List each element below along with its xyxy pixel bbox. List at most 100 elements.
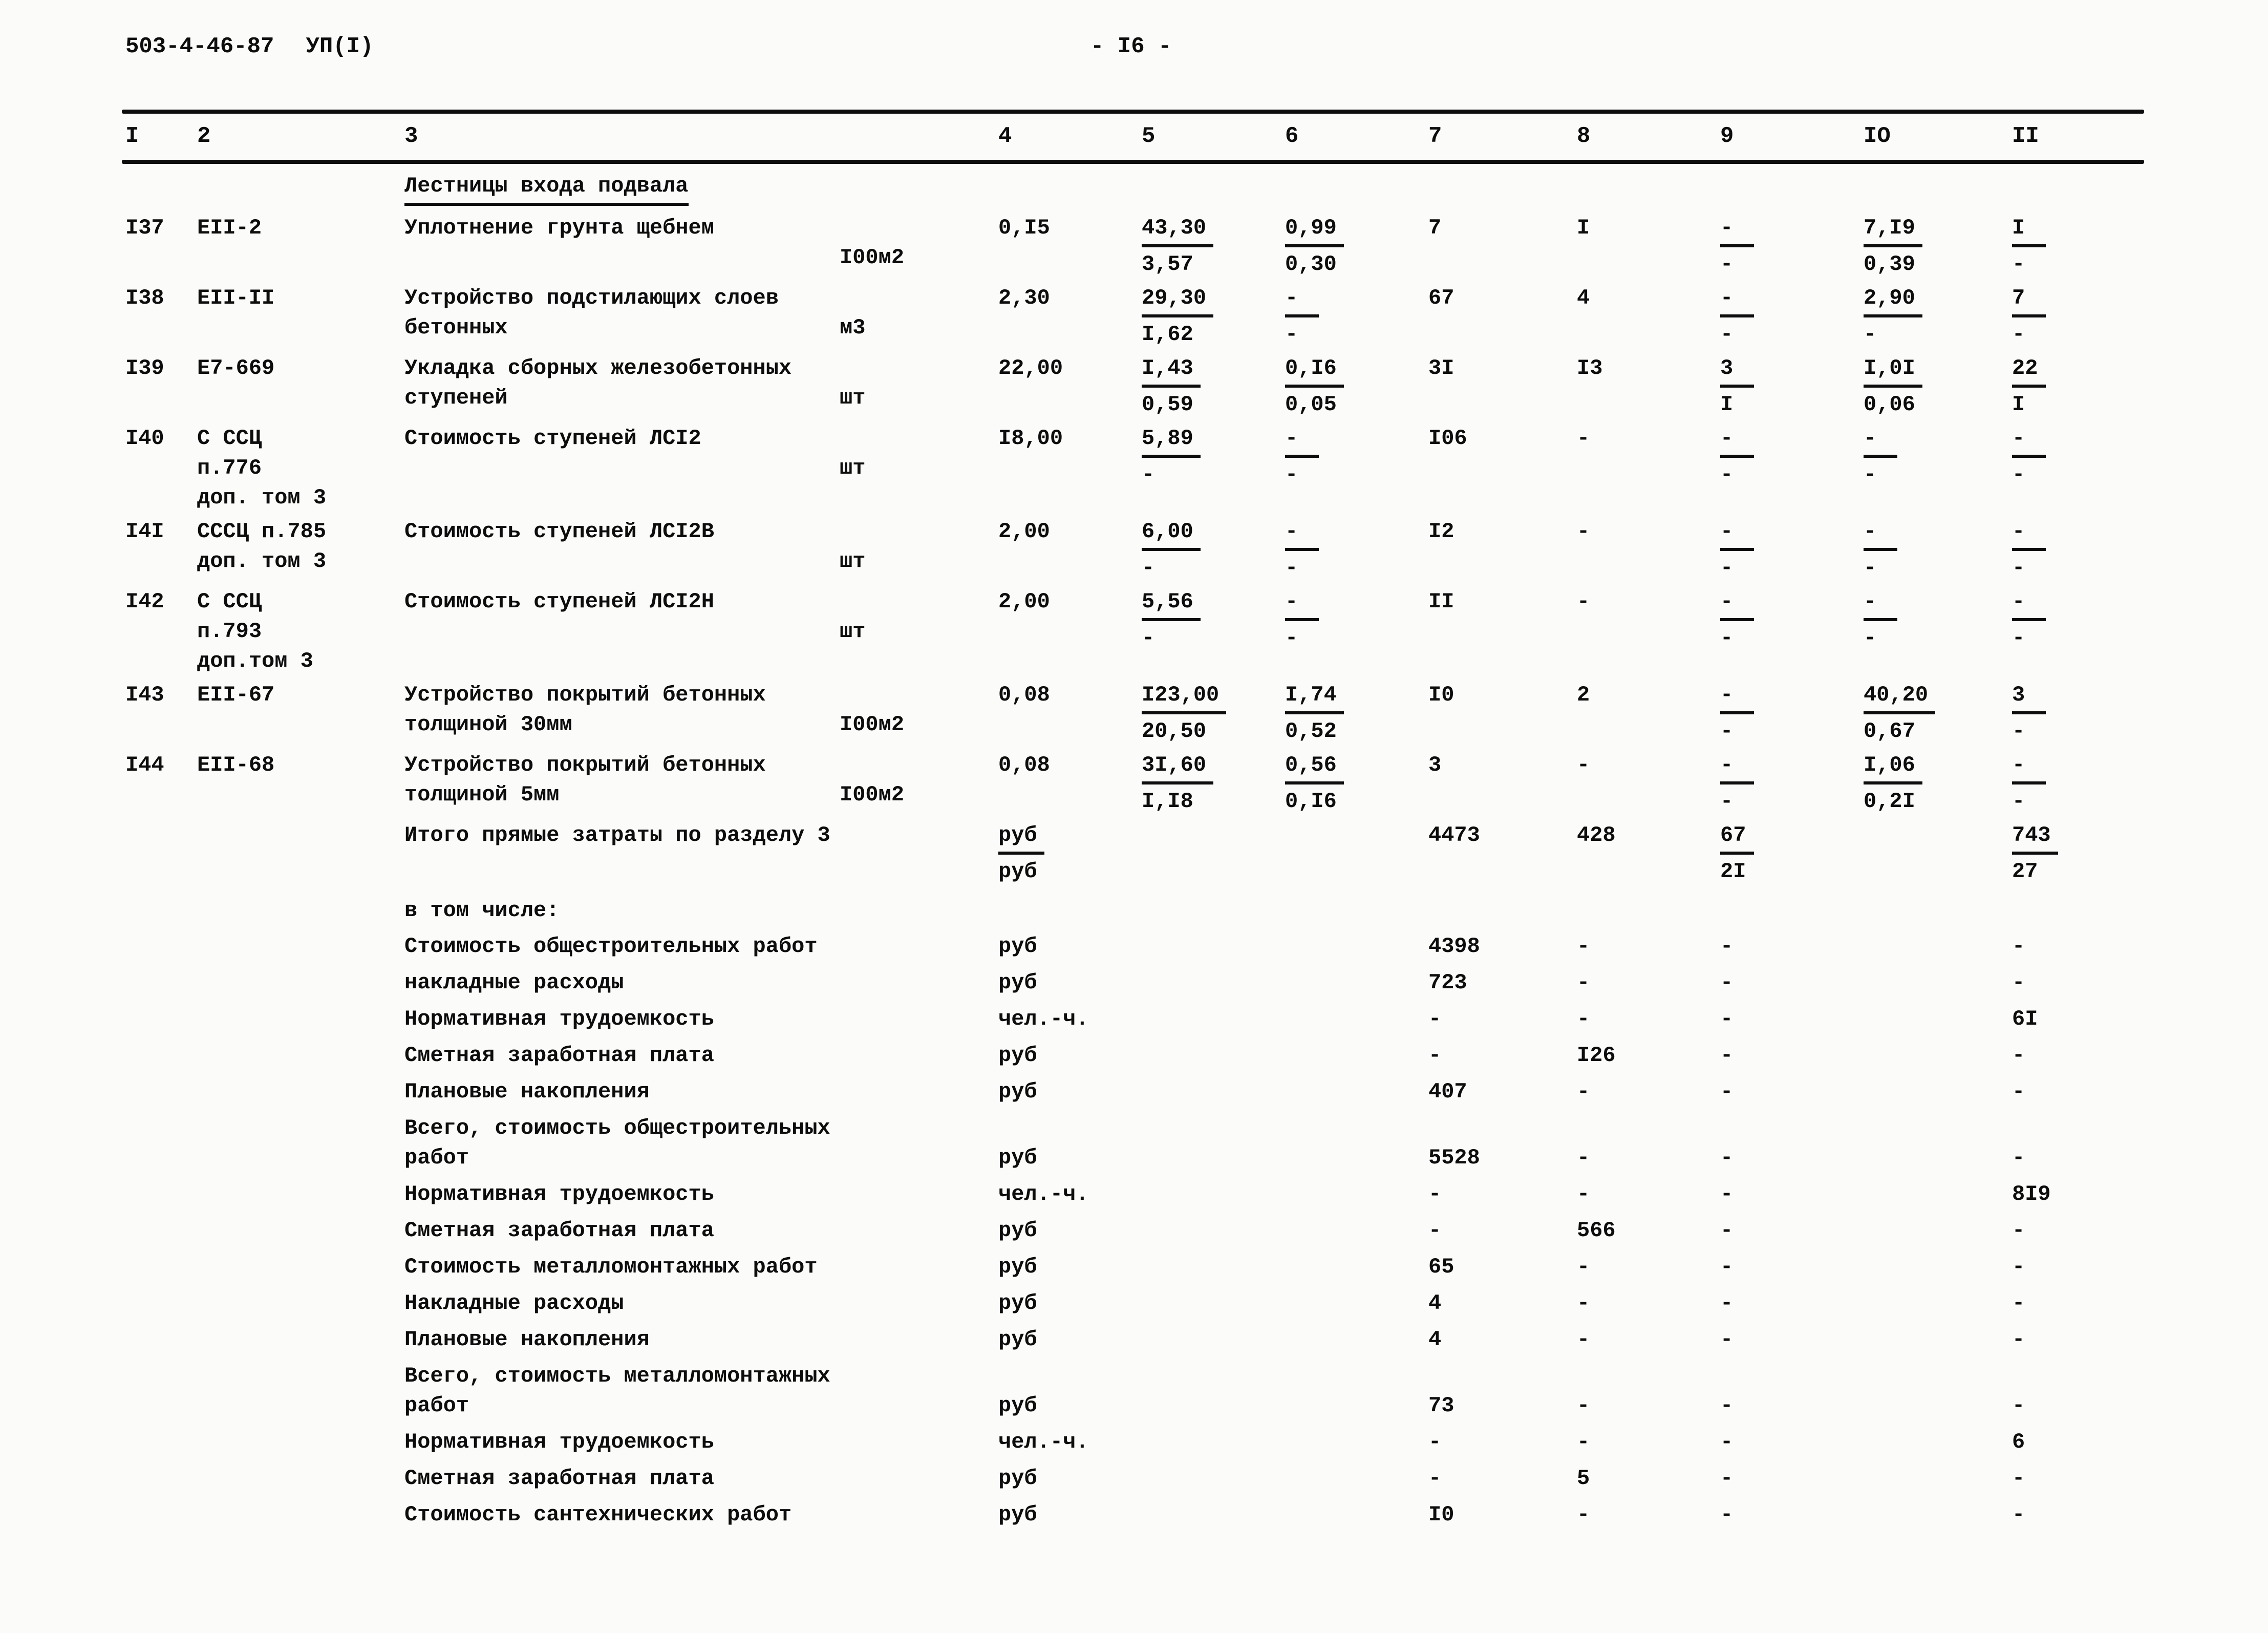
cell-value: 73 <box>1428 1393 1454 1418</box>
basis-code-cell: С ССЦ п.793 доп.том 3 <box>197 587 404 676</box>
value-cell-c8: - <box>1577 1004 1720 1034</box>
value-cell-c10: -- <box>1864 517 2012 583</box>
value-cell-c11: - <box>2012 1500 2148 1530</box>
work-description-line: Сметная заработная плата <box>404 1218 714 1243</box>
work-description-line: бетонных <box>404 315 508 340</box>
cell-value: - <box>2012 1255 2025 1279</box>
value-cell-c7: - <box>1428 1427 1577 1457</box>
value-cell-c7: 5528 <box>1428 1143 1577 1173</box>
work-description-line: работ <box>404 1146 469 1170</box>
value-cell-c5: 43,30 3,57 <box>1142 213 1285 279</box>
cell-value: II <box>1428 589 1454 614</box>
value-cell-c7: 73 <box>1428 1391 1577 1420</box>
fraction-bottom: 0,67 <box>1864 719 1915 744</box>
work-description-line: Стоимость ступеней ЛСI2Н <box>404 589 714 614</box>
fraction-value: -- <box>1285 587 1319 653</box>
value-cell-c8: I26 <box>1577 1041 1720 1070</box>
work-description-line: Стоимость сантехнических работ <box>404 1502 792 1527</box>
value-cell-c11: - <box>2012 1041 2148 1070</box>
column-number: IO <box>1864 123 1891 149</box>
fraction-bottom: - <box>2012 322 2025 347</box>
table-row: Сметная заработная плата руб - I26 - - <box>125 1041 2268 1070</box>
value-cell-c9: - <box>1720 1464 1864 1493</box>
cell-value: руб <box>998 1291 1037 1316</box>
work-description-cell: Стоимость сантехнических работ <box>404 1500 998 1530</box>
cell-value: 723 <box>1428 970 1467 995</box>
row-number: I40 <box>125 426 164 451</box>
work-description-line: Устройство покрытий бетонных <box>404 683 766 707</box>
value-cell-c6: -- <box>1285 423 1428 490</box>
cell-value: - <box>1428 1430 1442 1454</box>
fraction-top: 5,89 <box>1142 423 1201 458</box>
cell-value: - <box>2012 970 2025 995</box>
work-description-cell: Стоимость ступеней ЛСI2 шт <box>404 423 998 480</box>
fraction-top: 43,30 <box>1142 213 1214 247</box>
fraction-bottom: - <box>1864 626 1877 650</box>
work-description-cell: Сметная заработная плата <box>404 1464 998 1493</box>
fraction-bottom: 0,05 <box>1285 392 1337 417</box>
row-number: I4I <box>125 519 164 544</box>
fraction-top: - <box>1285 517 1319 551</box>
fraction-top: - <box>1720 680 1754 714</box>
column-number-row: I 2 3 4 5 6 7 8 9 IO II <box>125 114 2268 160</box>
cell-value: 0,08 <box>998 683 1050 707</box>
value-cell-c9: - <box>1720 1143 1864 1173</box>
cell-value: 0,08 <box>998 753 1050 777</box>
basis-code-line: п.776 <box>197 456 262 480</box>
cell-value: 2 <box>1577 683 1590 707</box>
fraction-top: I,0I <box>1864 353 1922 388</box>
fraction-top: - <box>1864 423 1897 458</box>
value-cell-c9: 67 2I <box>1720 820 1864 886</box>
fraction-bottom: - <box>1285 322 1298 347</box>
basis-code-line: С ССЦ <box>197 589 262 614</box>
table-row: в том числе: <box>125 896 2268 925</box>
value-cell-c7: 67 <box>1428 283 1577 313</box>
unit-of-measure: I00м2 <box>840 712 905 737</box>
fraction-bottom: - <box>2012 252 2025 277</box>
cell-value: - <box>1577 1393 1590 1418</box>
work-description-cell: Сметная заработная плата <box>404 1041 998 1070</box>
basis-code-line: ЕII-2 <box>197 216 262 240</box>
fraction-value: 2,90 - <box>1864 283 1922 349</box>
column-number: 3 <box>404 123 418 149</box>
cell-value: 0,I5 <box>998 216 1050 240</box>
table-row: Нормативная трудоемкость чел.-ч. - - - 8I9 <box>125 1179 2268 1209</box>
fraction-bottom: - <box>1142 556 1155 580</box>
cell-value: - <box>1577 970 1590 995</box>
basis-code-line: п.793 <box>197 619 262 644</box>
work-description-cell: Стоимость ступеней ЛСI2Н шт <box>404 587 998 644</box>
fraction-top: 3I,60 <box>1142 750 1214 784</box>
column-number: 5 <box>1142 123 1156 149</box>
column-number: 9 <box>1720 123 1734 149</box>
value-cell-c8: I <box>1577 213 1720 243</box>
fraction-value: -- <box>1285 517 1319 583</box>
value-cell-c8: - <box>1577 1077 1720 1107</box>
cell-value: 5528 <box>1428 1146 1480 1170</box>
value-cell-c4: 0,I5 <box>998 213 1142 243</box>
cell-value: - <box>1577 426 1590 451</box>
fraction-value: -- <box>1720 213 1754 279</box>
fraction-bottom: - <box>1720 462 1734 487</box>
fraction-bottom: - <box>1720 322 1734 347</box>
fraction-value: 43,30 3,57 <box>1142 213 1214 279</box>
value-cell-c4: 2,00 <box>998 517 1142 546</box>
cell-value: руб <box>998 1146 1037 1170</box>
value-cell-c9: - <box>1720 1427 1864 1457</box>
value-cell-c10: 40,20 0,67 <box>1864 680 2012 746</box>
fraction-value: I23,00 20,50 <box>1142 680 1227 746</box>
fraction-top: 3 <box>2012 680 2046 714</box>
cell-value: - <box>2012 1393 2025 1418</box>
value-cell-c7: - <box>1428 1464 1577 1493</box>
unit-of-measure: шт <box>840 386 866 410</box>
fraction-bottom: 0,59 <box>1142 392 1193 417</box>
work-description-cell: Плановые накопления <box>404 1077 998 1107</box>
work-description-line: Уплотнение грунта щебнем <box>404 216 714 240</box>
value-cell-c11: - <box>2012 1288 2148 1318</box>
fraction-value: -- <box>1285 423 1319 490</box>
fraction-bottom: - <box>2012 626 2025 650</box>
fraction-bottom: - <box>1720 626 1734 650</box>
cell-value: - <box>1577 1291 1590 1316</box>
cell-value: 4 <box>1577 286 1590 310</box>
cell-value: - <box>1720 1218 1734 1243</box>
